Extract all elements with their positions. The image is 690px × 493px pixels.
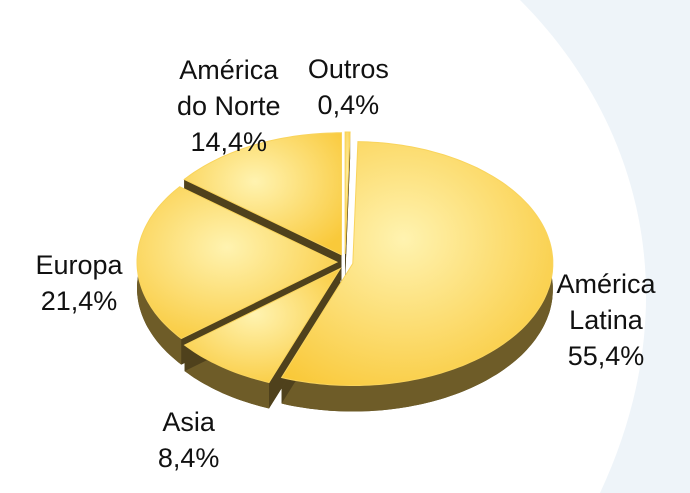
category-name: América do Norte xyxy=(176,55,281,122)
value-label: 21,4% xyxy=(40,286,118,317)
slice-side xyxy=(281,141,553,412)
slice xyxy=(183,267,342,384)
value-label: 0,4% xyxy=(317,89,380,120)
category-name: Outros xyxy=(307,53,389,84)
slice xyxy=(280,141,554,386)
value-label: 55,4% xyxy=(567,340,645,371)
slice xyxy=(136,186,339,340)
background-swoosh xyxy=(520,0,690,493)
slice xyxy=(183,132,342,256)
slice-label: Outros 0,4% xyxy=(273,51,423,123)
slice-side xyxy=(184,345,269,409)
value-label: 14,4% xyxy=(190,127,267,158)
slice xyxy=(344,131,351,255)
slice-label: Asia 8,4% xyxy=(114,404,264,476)
slice-label: América Latina 55,4% xyxy=(531,266,681,374)
slice-label: Europa 21,4% xyxy=(4,247,154,319)
category-name: Asia xyxy=(162,406,215,437)
category-name: Europa xyxy=(35,250,123,281)
value-label: 8,4% xyxy=(157,442,220,473)
slice-label: América do Norte 14,4% xyxy=(154,52,304,160)
category-name: América Latina xyxy=(556,268,656,335)
